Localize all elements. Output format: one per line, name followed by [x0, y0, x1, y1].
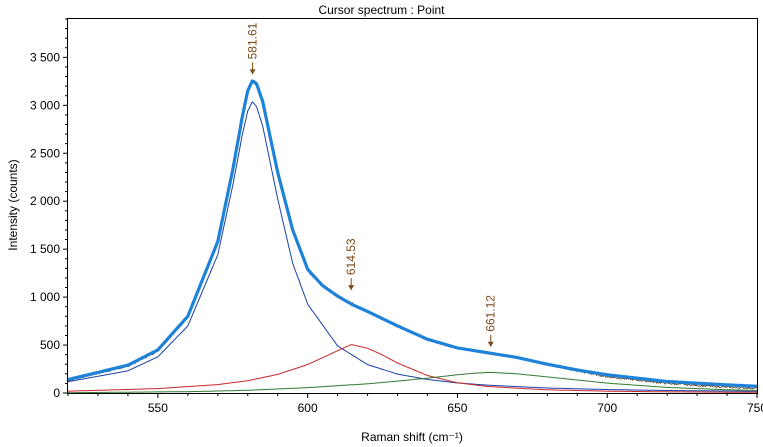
peak-annotations: 581.61 614.53 661.12	[246, 22, 498, 347]
y-axis: 0 500 1 000 1 500 2 000 2 500 3 000 3 500	[30, 18, 68, 400]
peak-marker-arrow	[487, 341, 494, 347]
peak-label: 614.53	[344, 238, 358, 275]
peak-marker-arrow	[249, 69, 256, 75]
x-tick-label: 550	[148, 401, 168, 415]
x-tick-label: 700	[597, 401, 617, 415]
y-tick-label: 1 500	[30, 242, 60, 256]
series-line-peak-2	[67, 344, 757, 393]
series-line-peak-1	[67, 101, 757, 392]
plot-frame	[67, 18, 758, 394]
y-tick-label: 500	[40, 338, 60, 352]
y-tick-label: 3 500	[30, 50, 60, 64]
series-line-fit-total	[67, 79, 758, 388]
x-tick-label: 600	[298, 401, 318, 415]
series-line-peak-3	[68, 371, 757, 394]
chart-title: Cursor spectrum : Point	[318, 3, 445, 17]
x-axis: 550 600 650 700 750	[67, 393, 763, 415]
x-tick-label: 650	[447, 401, 467, 415]
y-tick-label: 3 000	[30, 98, 60, 112]
x-tick-label: 750	[747, 401, 763, 415]
peak-label: 581.61	[246, 22, 260, 59]
x-axis-title: Raman shift (cm⁻¹)	[361, 430, 463, 444]
y-tick-label: 2 000	[30, 194, 60, 208]
y-tick-label: 2 500	[30, 146, 60, 160]
y-tick-label: 0	[53, 386, 60, 400]
y-tick-label: 1 000	[30, 290, 60, 304]
plot-area	[67, 79, 758, 394]
peak-label: 661.12	[484, 295, 498, 332]
peak-marker-arrow	[348, 285, 355, 291]
y-axis-title: Intensity (counts)	[6, 159, 20, 250]
